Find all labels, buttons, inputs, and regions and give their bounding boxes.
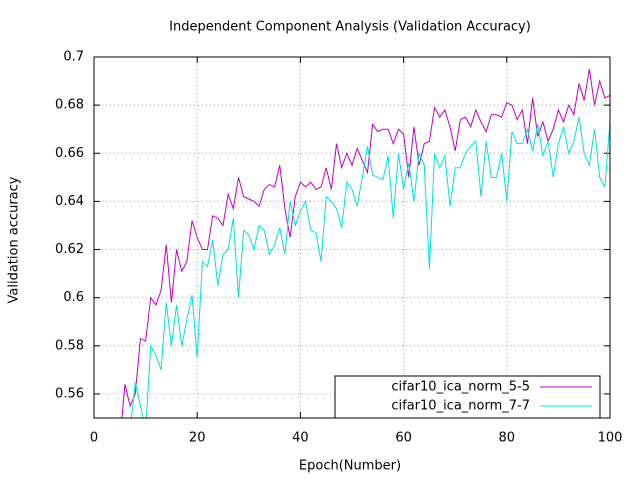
plot-border [93, 56, 611, 419]
x-axis-label: Epoch(Number) [299, 459, 401, 474]
y-tick-label: 0.64 [55, 194, 84, 209]
x-tick-label: 0 [90, 431, 98, 446]
legend-box [334, 375, 601, 419]
y-tick-label: 0.58 [55, 338, 84, 353]
legend-label: cifar10_ica_norm_5-5 [391, 380, 530, 395]
y-tick-label: 0.66 [55, 146, 84, 161]
x-tick-label: 60 [395, 431, 412, 446]
y-tick-label: 0.7 [63, 50, 84, 65]
y-tick-label: 0.62 [55, 242, 84, 257]
data-line [121, 68, 610, 418]
y-tick-label: 0.6 [63, 290, 84, 305]
y-tick-label: 0.56 [55, 386, 84, 401]
x-tick-label: 20 [189, 431, 206, 446]
legend-label: cifar10_ica_norm_7-7 [391, 399, 530, 414]
x-tick-label: 100 [598, 431, 623, 446]
plot-area [121, 68, 610, 418]
y-tick-label: 0.68 [55, 98, 84, 113]
data-line [130, 117, 610, 418]
x-tick-label: 40 [292, 431, 309, 446]
y-axis-label: Validation accuracy [7, 176, 22, 303]
chart-title: Independent Component Analysis (Validati… [169, 20, 531, 35]
x-tick-label: 80 [499, 431, 516, 446]
